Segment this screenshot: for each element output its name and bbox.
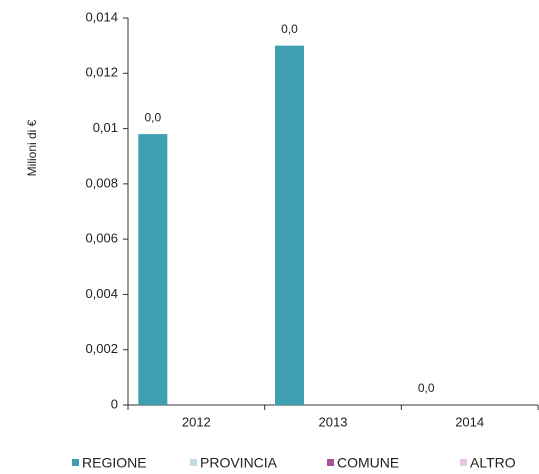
x-tick-label: 2014 (455, 414, 484, 429)
y-tick-label: 0,014 (85, 9, 118, 24)
legend-swatch (72, 459, 79, 466)
x-tick-label: 2012 (182, 414, 211, 429)
y-axis-label: Milioni di € (25, 119, 39, 176)
bar (275, 45, 304, 406)
data-label: 0,0 (418, 381, 435, 395)
legend-label: ALTRO (470, 455, 516, 471)
legend-label: COMUNE (337, 455, 399, 471)
legend-swatch (460, 459, 467, 466)
data-label: 0,0 (281, 22, 298, 36)
y-tick-label: 0,008 (85, 175, 118, 190)
y-tick-label: 0,012 (85, 65, 118, 80)
y-tick-label: 0,002 (85, 341, 118, 356)
legend-label: PROVINCIA (200, 455, 278, 471)
x-tick-label: 2013 (319, 414, 348, 429)
data-label: 0,0 (144, 110, 161, 124)
legend-swatch (190, 459, 197, 466)
legend-swatch (327, 459, 334, 466)
y-tick-label: 0,006 (85, 231, 118, 246)
legend-label: REGIONE (82, 455, 147, 471)
y-tick-label: 0 (111, 396, 118, 411)
bar (138, 134, 168, 405)
y-tick-label: 0,01 (93, 120, 118, 135)
y-tick-label: 0,004 (85, 286, 118, 301)
